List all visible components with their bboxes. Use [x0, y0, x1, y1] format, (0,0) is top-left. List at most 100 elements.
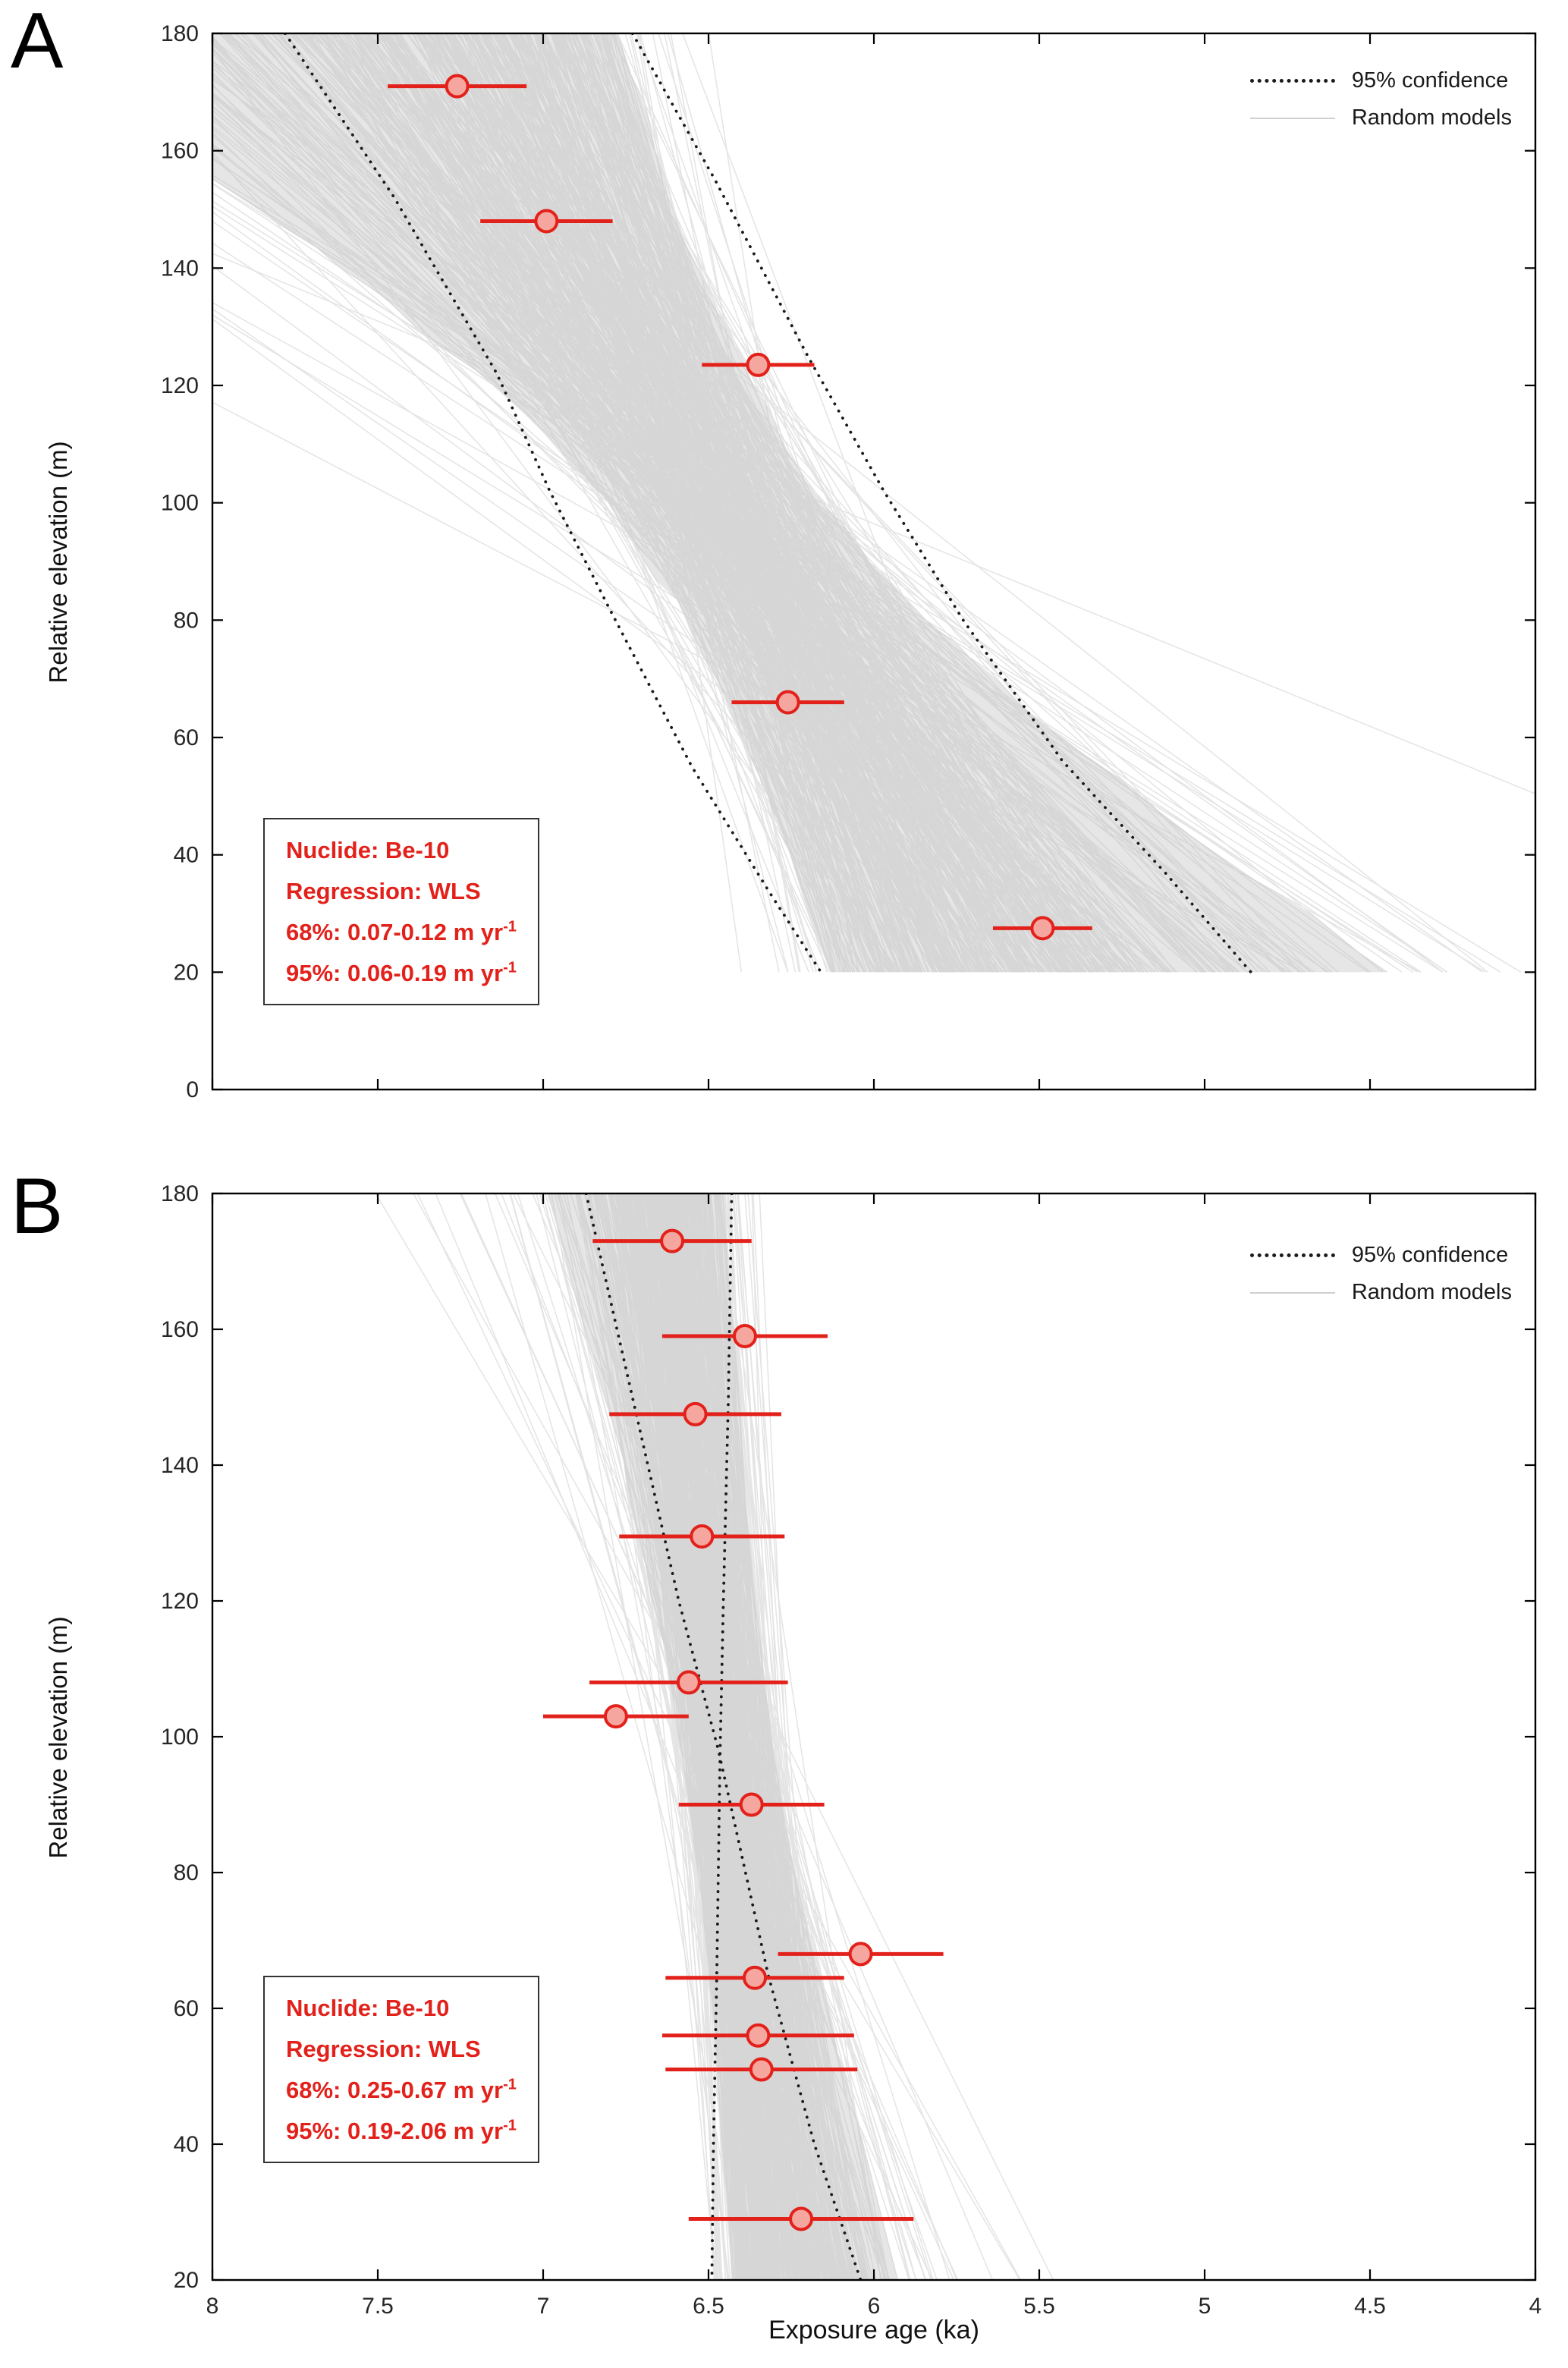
random-model-line [667, 33, 934, 973]
random-model-line [235, 33, 1080, 973]
tick-labels: 0 20 40 60 80 100 120 140 160 180 [161, 21, 199, 1102]
random-model-line [543, 33, 817, 973]
random-model-line [596, 33, 797, 973]
random-model-line [621, 1193, 798, 2280]
random-model-line [688, 1193, 774, 2280]
random-model-line [567, 33, 851, 973]
random-model-line [653, 1193, 838, 2280]
random-model-line [629, 33, 835, 973]
random-model-line [512, 33, 872, 973]
random-model-line [677, 1193, 796, 2280]
random-model-line [670, 1193, 743, 2280]
random-model-line [434, 33, 944, 973]
data-point-marker [732, 1323, 757, 1348]
random-model-line [492, 33, 1013, 973]
random-model-line [212, 72, 1144, 973]
random-model-line [375, 1193, 1021, 2280]
random-model-line [709, 1193, 797, 2280]
x-tick-label: 5 [1199, 2294, 1211, 2319]
random-model-line [602, 33, 942, 973]
random-model-line [633, 1193, 770, 2280]
random-model-line [367, 33, 1086, 973]
random-model-line [443, 33, 1035, 973]
random-model-line [627, 1193, 723, 2280]
random-models-band [212, 33, 1387, 973]
random-model-line [680, 1193, 757, 2280]
random-model-line [646, 1193, 863, 2280]
random-model-line [690, 1193, 775, 2280]
random-model-line [212, 401, 1304, 973]
random-model-line [600, 33, 847, 973]
random-model-line [592, 1193, 765, 2280]
random-model-line [482, 33, 947, 973]
random-model-line [240, 33, 1221, 973]
ci95-prefix: 95%: 0.19-2.06 m yr [286, 2117, 504, 2144]
random-model-line [705, 1193, 779, 2280]
random-model-line [691, 1193, 768, 2280]
random-model-line [307, 33, 1488, 973]
random-model-line [422, 33, 1067, 973]
random-model-line [489, 33, 985, 973]
random-model-line [665, 1193, 734, 2280]
random-model-line [612, 1193, 717, 2280]
random-model-line [567, 33, 934, 973]
random-model-line [544, 33, 907, 973]
random-model-line [495, 33, 854, 973]
random-model-line [620, 1193, 795, 2280]
random-model-line [649, 1193, 821, 2280]
random-model-line [492, 33, 1076, 973]
random-model-line [690, 1193, 796, 2280]
random-model-line [342, 33, 908, 973]
random-model-line [519, 33, 984, 973]
random-model-line [419, 33, 881, 973]
random-model-line [446, 33, 1176, 973]
random-model-line [225, 33, 1092, 973]
random-model-line [212, 157, 1388, 973]
random-model-line [668, 1193, 767, 2280]
legend-entry-confidence: 95% confidence [1249, 68, 1512, 93]
random-model-line [277, 33, 1222, 973]
random-model-line [428, 33, 1092, 973]
random-model-line [555, 33, 1030, 973]
random-model-line [366, 33, 961, 973]
random-model-line [629, 1193, 780, 2280]
y-tick-label: 80 [174, 1860, 199, 1885]
random-model-line [702, 1193, 794, 2280]
random-model-line [303, 33, 1207, 973]
random-model-line [612, 1193, 854, 2280]
random-model-line [577, 1193, 840, 2280]
random-model-line [515, 33, 976, 973]
random-model-line [608, 1193, 869, 2280]
random-model-line [252, 33, 1094, 973]
random-model-line [311, 33, 898, 973]
random-model-line [597, 1193, 817, 2280]
random-model-line [561, 33, 910, 973]
random-model-line [702, 1193, 780, 2280]
random-model-line [709, 1193, 833, 2280]
random-model-line [344, 33, 1082, 973]
random-model-line [450, 33, 1030, 973]
random-model-line [608, 1193, 869, 2280]
random-model-line [623, 1193, 743, 2280]
random-model-line [423, 33, 883, 973]
random-model-line [212, 242, 1330, 973]
random-model-line [672, 1193, 741, 2280]
random-model-line [560, 33, 973, 973]
random-model-line [349, 33, 913, 973]
random-model-line [382, 33, 1014, 973]
random-model-line [665, 1193, 852, 2280]
random-model-line [679, 1193, 777, 2280]
random-model-line [664, 33, 860, 973]
random-model-line [435, 1193, 888, 2280]
random-model-line [552, 33, 1052, 973]
random-model-line [398, 33, 951, 973]
random-model-line [212, 98, 1081, 973]
random-model-line [324, 33, 1071, 973]
random-model-line [617, 33, 1041, 973]
random-model-line [287, 33, 1339, 973]
random-model-line [657, 1193, 765, 2280]
random-model-line [703, 1193, 742, 2280]
random-model-line [678, 1193, 756, 2280]
random-model-line [662, 1193, 814, 2280]
